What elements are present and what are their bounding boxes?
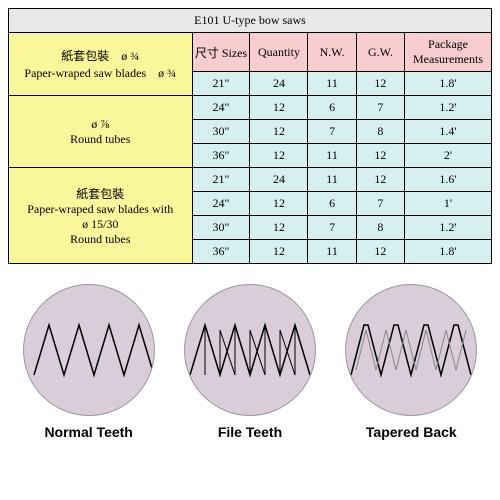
cell-size: 21"	[192, 168, 250, 192]
teeth-item-tapered: Tapered Back	[336, 284, 486, 440]
header-row: 紙套包裝 ø ¾ Paper-wraped saw blades ø ¾ 尺寸 …	[9, 33, 492, 72]
cell-qty: 24	[250, 168, 308, 192]
group-label-2: 紙套包裝 Paper-wraped saw blades with ø 15/3…	[9, 168, 193, 264]
cell-gw: 7	[356, 192, 404, 216]
teeth-section: Normal Teeth File Teeth Tapered Back	[8, 284, 492, 440]
cell-qty: 24	[250, 72, 308, 96]
cell-nw: 6	[308, 96, 356, 120]
teeth-label: Tapered Back	[336, 424, 486, 440]
teeth-label: Normal Teeth	[14, 424, 164, 440]
cell-size: 30"	[192, 120, 250, 144]
cell-pm: 1.4'	[405, 120, 492, 144]
cell-qty: 12	[250, 96, 308, 120]
col-nw: N.W.	[308, 33, 356, 72]
spec-table: E101 U-type bow saws 紙套包裝 ø ¾ Paper-wrap…	[8, 8, 492, 264]
cell-pm: 1'	[405, 192, 492, 216]
group-label-0: 紙套包裝 ø ¾ Paper-wraped saw blades ø ¾	[9, 33, 193, 96]
col-quantity: Quantity	[250, 33, 308, 72]
tapered-back-icon	[346, 285, 476, 415]
teeth-circle	[23, 284, 155, 416]
cell-gw: 12	[356, 144, 404, 168]
cell-size: 36"	[192, 240, 250, 264]
cell-qty: 12	[250, 192, 308, 216]
cell-pm: 2'	[405, 144, 492, 168]
cell-pm: 1.8'	[405, 72, 492, 96]
cell-size: 24"	[192, 96, 250, 120]
cell-pm: 1.6'	[405, 168, 492, 192]
cell-gw: 12	[356, 240, 404, 264]
cell-nw: 6	[308, 192, 356, 216]
teeth-item-file: File Teeth	[175, 284, 325, 440]
normal-teeth-icon	[24, 285, 154, 415]
cell-pm: 1.2'	[405, 96, 492, 120]
cell-gw: 8	[356, 120, 404, 144]
table-title: E101 U-type bow saws	[9, 9, 492, 33]
col-gw: G.W.	[356, 33, 404, 72]
cell-nw: 11	[308, 240, 356, 264]
cell-gw: 12	[356, 72, 404, 96]
teeth-circle	[184, 284, 316, 416]
file-teeth-icon	[185, 285, 315, 415]
group-label-1: ø ⅞ Round tubes	[9, 96, 193, 168]
cell-size: 24"	[192, 192, 250, 216]
cell-nw: 11	[308, 72, 356, 96]
cell-qty: 12	[250, 240, 308, 264]
teeth-circle	[345, 284, 477, 416]
cell-nw: 11	[308, 144, 356, 168]
cell-gw: 12	[356, 168, 404, 192]
col-package: Package Measurements	[405, 33, 492, 72]
cell-size: 36"	[192, 144, 250, 168]
cell-nw: 11	[308, 168, 356, 192]
cell-qty: 12	[250, 120, 308, 144]
table-row: ø ⅞ Round tubes 24" 12 6 7 1.2'	[9, 96, 492, 120]
teeth-item-normal: Normal Teeth	[14, 284, 164, 440]
teeth-label: File Teeth	[175, 424, 325, 440]
cell-gw: 7	[356, 96, 404, 120]
cell-size: 30"	[192, 216, 250, 240]
cell-nw: 7	[308, 120, 356, 144]
cell-qty: 12	[250, 144, 308, 168]
cell-pm: 1.2'	[405, 216, 492, 240]
cell-nw: 7	[308, 216, 356, 240]
cell-pm: 1.8'	[405, 240, 492, 264]
cell-size: 21"	[192, 72, 250, 96]
cell-qty: 12	[250, 216, 308, 240]
col-sizes: 尺寸 Sizes	[192, 33, 250, 72]
cell-gw: 8	[356, 216, 404, 240]
title-row: E101 U-type bow saws	[9, 9, 492, 33]
table-row: 紙套包裝 Paper-wraped saw blades with ø 15/3…	[9, 168, 492, 192]
